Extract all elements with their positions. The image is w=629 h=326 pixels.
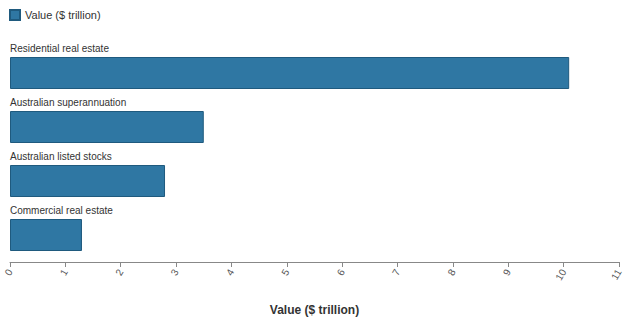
svg-text:7: 7 xyxy=(390,267,403,278)
svg-text:9: 9 xyxy=(501,267,514,278)
svg-text:3: 3 xyxy=(169,267,182,278)
svg-text:Residential real estate: Residential real estate xyxy=(10,43,109,54)
svg-text:2: 2 xyxy=(113,267,126,278)
svg-text:5: 5 xyxy=(279,267,292,278)
svg-text:Value ($ trillion): Value ($ trillion) xyxy=(270,303,359,317)
svg-text:Australian listed stocks: Australian listed stocks xyxy=(10,151,112,162)
svg-text:Value ($ trillion): Value ($ trillion) xyxy=(25,9,101,21)
svg-text:10: 10 xyxy=(553,267,568,283)
svg-text:Commercial real estate: Commercial real estate xyxy=(10,205,113,216)
svg-text:1: 1 xyxy=(58,267,71,278)
svg-text:4: 4 xyxy=(224,267,237,278)
svg-text:0: 0 xyxy=(2,267,15,278)
svg-text:Australian superannuation: Australian superannuation xyxy=(10,97,126,108)
svg-text:11: 11 xyxy=(609,267,624,282)
svg-text:8: 8 xyxy=(445,267,458,278)
svg-text:6: 6 xyxy=(335,267,348,278)
